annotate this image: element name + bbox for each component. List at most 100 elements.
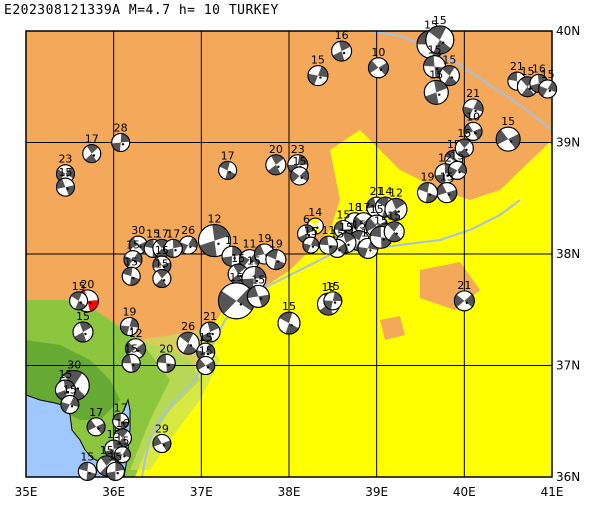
focal-mechanism[interactable]: 19 [119, 305, 139, 336]
focal-mechanism[interactable]: 20 [156, 342, 176, 373]
beachball-axis-dot [347, 243, 350, 247]
beachball-border [152, 269, 172, 289]
focal-mechanism[interactable]: 15 [538, 68, 558, 99]
focal-mechanism[interactable]: 15 [277, 300, 301, 335]
focal-mechanism[interactable]: 15 [495, 115, 521, 152]
focal-mechanism[interactable]: 10 [463, 110, 483, 141]
beachball-axis-dot [206, 366, 210, 369]
focal-mechanism[interactable]: 15 [105, 450, 125, 481]
focal-mechanism[interactable]: 10 [367, 46, 389, 79]
focal-mechanism[interactable]: 15 [436, 171, 458, 204]
focal-mechanism[interactable]: 15 [246, 273, 270, 308]
focal-mechanism[interactable]: 20 [265, 143, 287, 176]
beachball-compression-quadrant [337, 243, 347, 255]
focal-mechanism[interactable]: 28 [111, 122, 131, 152]
focal-mechanism[interactable]: 15 [217, 271, 255, 320]
focal-mechanism[interactable]: 15 [196, 331, 216, 362]
depth-label: 16 [115, 417, 129, 430]
focal-mechanism[interactable]: 12 [125, 327, 147, 360]
focal-mechanism[interactable]: 15 [60, 384, 80, 415]
focal-mechanism[interactable]: 21 [453, 279, 475, 312]
beachball-axis-dot [369, 249, 372, 252]
beachball-axis-dot [132, 363, 135, 367]
focal-mechanism[interactable]: 19 [417, 171, 439, 204]
depth-label: 20 [159, 342, 173, 355]
focal-mechanism[interactable]: 15 [454, 127, 474, 158]
longitude-labels: 35E 36E 37E 38E 39E 40E 41E [15, 485, 564, 499]
focal-mechanism[interactable]: 11 [318, 224, 338, 255]
focal-mechanism[interactable]: 15 [383, 210, 405, 243]
beachball-axis-dot [88, 472, 91, 475]
depth-label: 15 [155, 258, 169, 271]
focal-mechanism[interactable]: 15 [113, 435, 131, 464]
beachball-compression-quadrant [279, 312, 293, 324]
focal-mechanism[interactable]: 16 [529, 62, 549, 93]
focal-mechanism[interactable]: 15 [290, 155, 310, 186]
focal-mechanism[interactable]: 15 [425, 14, 455, 55]
national-border-ne [369, 31, 552, 131]
focal-mechanism[interactable]: 19 [265, 238, 287, 271]
focal-mechanism[interactable]: 21 [462, 87, 484, 120]
focal-mechanism[interactable]: 12 [197, 213, 231, 258]
focal-mechanism[interactable]: 21 [199, 310, 221, 343]
focal-mechanism[interactable]: 15 [152, 244, 172, 275]
depth-label: 12 [129, 327, 143, 340]
longitude-tick-label: 35E [15, 485, 38, 499]
focal-mechanism[interactable]: 15 [54, 368, 76, 401]
beachball-compression-quadrant [428, 25, 447, 40]
focal-mechanism[interactable]: 15 [302, 225, 320, 254]
beachball-compression-quadrant [212, 224, 230, 241]
focal-mechanism[interactable]: 17 [163, 227, 183, 258]
focal-mechanism[interactable]: 15 [69, 280, 89, 311]
focal-mechanism[interactable]: 15 [55, 166, 75, 197]
focal-mechanism[interactable]: 15 [307, 54, 329, 87]
focal-mechanism[interactable]: 26 [176, 320, 200, 355]
depth-label: 17 [221, 149, 235, 162]
focal-mechanism[interactable]: 12 [384, 186, 408, 221]
focal-mechanism[interactable]: 15 [123, 239, 143, 270]
focal-mechanism[interactable]: 15 [323, 280, 343, 311]
beachball-compression-quadrant [299, 169, 309, 182]
focal-mechanism[interactable]: 17 [82, 133, 102, 164]
beachball-compression-quadrant [129, 237, 139, 249]
beachball-axis-dot [474, 131, 477, 135]
beachball-axis-dot [277, 260, 280, 263]
beachball-compression-quadrant [122, 267, 133, 277]
focal-mechanism[interactable]: 17 [218, 149, 238, 180]
beachball-compression-quadrant [87, 419, 97, 431]
focal-mechanism[interactable]: 16 [331, 29, 353, 62]
focal-mechanism[interactable]: 15 [196, 345, 216, 375]
beachball-compression-quadrant [156, 269, 169, 279]
beachball-border [119, 316, 139, 336]
focal-mechanism[interactable]: 15 [96, 444, 118, 477]
focal-mechanism[interactable]: 17 [112, 401, 130, 430]
focal-mechanism[interactable]: 15 [121, 342, 141, 373]
focal-mechanism[interactable]: 15 [241, 255, 267, 292]
focal-mechanism[interactable]: 15 [72, 310, 94, 343]
beachball-axis-dot [162, 265, 166, 269]
beachball-compression-quadrant [368, 60, 379, 74]
focal-mechanism[interactable]: 15 [77, 450, 97, 481]
focal-mechanism[interactable]: 15 [104, 428, 124, 459]
beachball-axis-dot [174, 249, 177, 252]
depth-label: 12 [438, 152, 452, 165]
depth-label: 15 [146, 227, 160, 240]
focal-mechanism[interactable]: 15 [516, 65, 538, 98]
focal-mechanism[interactable]: 15 [438, 54, 460, 87]
depth-label: 15 [326, 280, 340, 293]
beachball-axis-dot [344, 230, 347, 233]
depth-label: 15 [336, 208, 350, 221]
focal-mechanism[interactable]: 26 [178, 224, 198, 255]
focal-mechanism[interactable]: 15 [447, 149, 467, 180]
beachball-compression-quadrant [386, 209, 401, 221]
focal-mechanism[interactable]: 15 [121, 255, 141, 286]
focal-mechanism[interactable]: 29 [152, 423, 172, 454]
beachball-compression-quadrant [156, 239, 168, 249]
depth-label: 15 [108, 450, 122, 463]
beachball-border [302, 236, 320, 254]
beachball-compression-quadrant [309, 218, 320, 227]
focal-mechanism[interactable]: 15 [423, 68, 449, 105]
beachball-compression-quadrant [332, 292, 342, 302]
focal-mechanism[interactable]: 17 [86, 406, 106, 437]
focal-mechanism[interactable]: 15 [152, 258, 172, 289]
